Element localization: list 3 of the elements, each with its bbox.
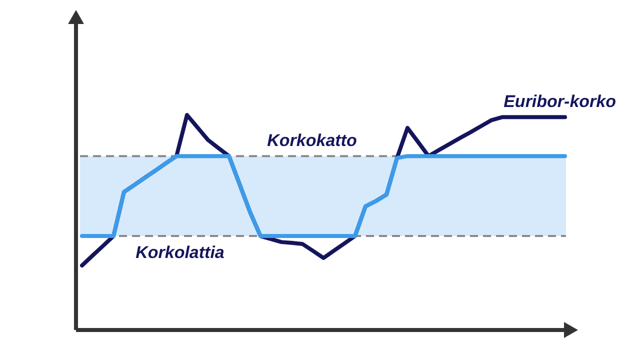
series-label: Euribor-korko bbox=[504, 92, 616, 112]
ref-line-label: Korkolattia bbox=[136, 243, 224, 262]
ref-line-label: Korkokatto bbox=[267, 131, 357, 150]
